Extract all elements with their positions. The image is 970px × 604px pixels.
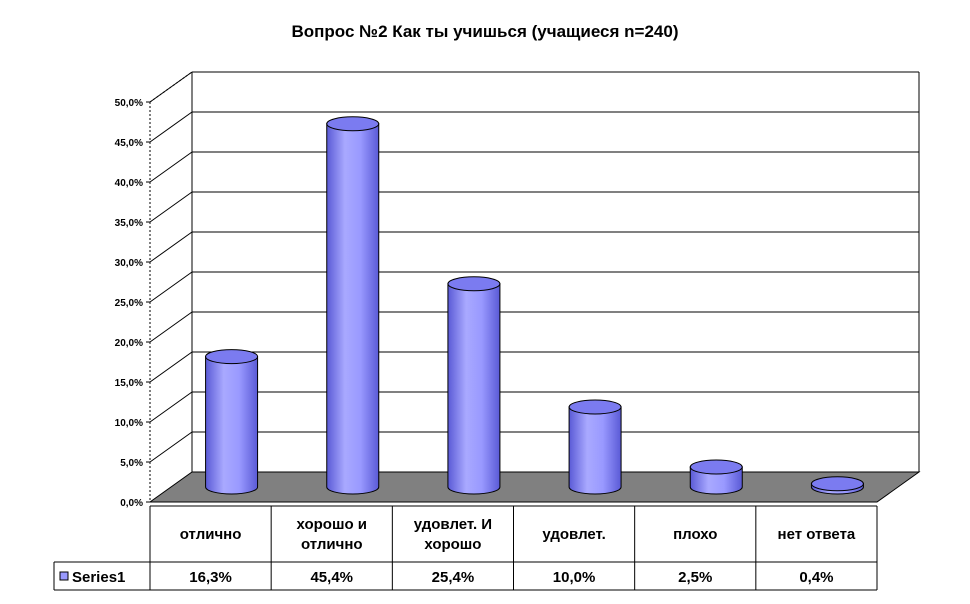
data-label: 25,4%	[432, 569, 475, 586]
side-wall-top-edge	[149, 71, 193, 103]
bar-cylinder-top	[205, 349, 259, 365]
chart-title: Вопрос №2 Как ты учишься (учащиеся n=240…	[291, 22, 679, 41]
y-tick-label: 35,0%	[115, 218, 143, 229]
x-category-label: удовлет. И	[414, 516, 492, 533]
bar-cylinder	[689, 466, 743, 495]
bar-cylinder-top	[810, 476, 864, 492]
x-category-label: плохо	[673, 526, 717, 543]
y-tick-label: 25,0%	[115, 298, 143, 309]
bar-cylinder-top	[326, 116, 380, 132]
gridline-side	[149, 231, 193, 263]
gridline-side	[149, 431, 193, 463]
x-category-label: хорошо	[424, 536, 481, 553]
x-category-label: нет ответа	[778, 526, 856, 543]
y-tick-label: 40,0%	[115, 178, 143, 189]
gridline-side	[149, 351, 193, 383]
y-tick-label: 45,0%	[115, 138, 143, 149]
bar-cylinder-top	[689, 459, 743, 475]
data-label: 10,0%	[553, 569, 596, 586]
gridline-side	[149, 311, 193, 343]
gridline-side	[149, 271, 193, 303]
y-tick-label: 15,0%	[115, 378, 143, 389]
gridline-side	[149, 111, 193, 143]
gridline-side	[149, 391, 193, 423]
x-category-label: отлично	[301, 536, 363, 553]
legend-label: Series1	[72, 569, 125, 586]
bar-cylinder	[568, 406, 622, 495]
bar-cylinder-top	[568, 399, 622, 415]
data-label: 2,5%	[678, 569, 712, 586]
y-tick-label: 20,0%	[115, 338, 143, 349]
y-tick-label: 0,0%	[120, 498, 143, 509]
bar-cylinder	[326, 123, 380, 495]
x-category-label: хорошо и	[296, 516, 367, 533]
bar-cylinder	[205, 356, 259, 495]
gridline-side	[149, 191, 193, 223]
bar-cylinder	[447, 283, 501, 495]
bar-cylinder-top	[447, 276, 501, 292]
y-tick-label: 5,0%	[120, 458, 143, 469]
data-label: 0,4%	[799, 569, 833, 586]
y-tick-label: 50,0%	[115, 98, 143, 109]
data-label: 45,4%	[310, 569, 353, 586]
y-tick-label: 30,0%	[115, 258, 143, 269]
y-tick-label: 10,0%	[115, 418, 143, 429]
x-category-label: удовлет.	[542, 526, 605, 543]
legend-swatch	[59, 571, 69, 581]
x-category-label: отлично	[180, 526, 242, 543]
data-label: 16,3%	[189, 569, 232, 586]
chart-floor	[148, 471, 921, 503]
gridline-side	[149, 151, 193, 183]
